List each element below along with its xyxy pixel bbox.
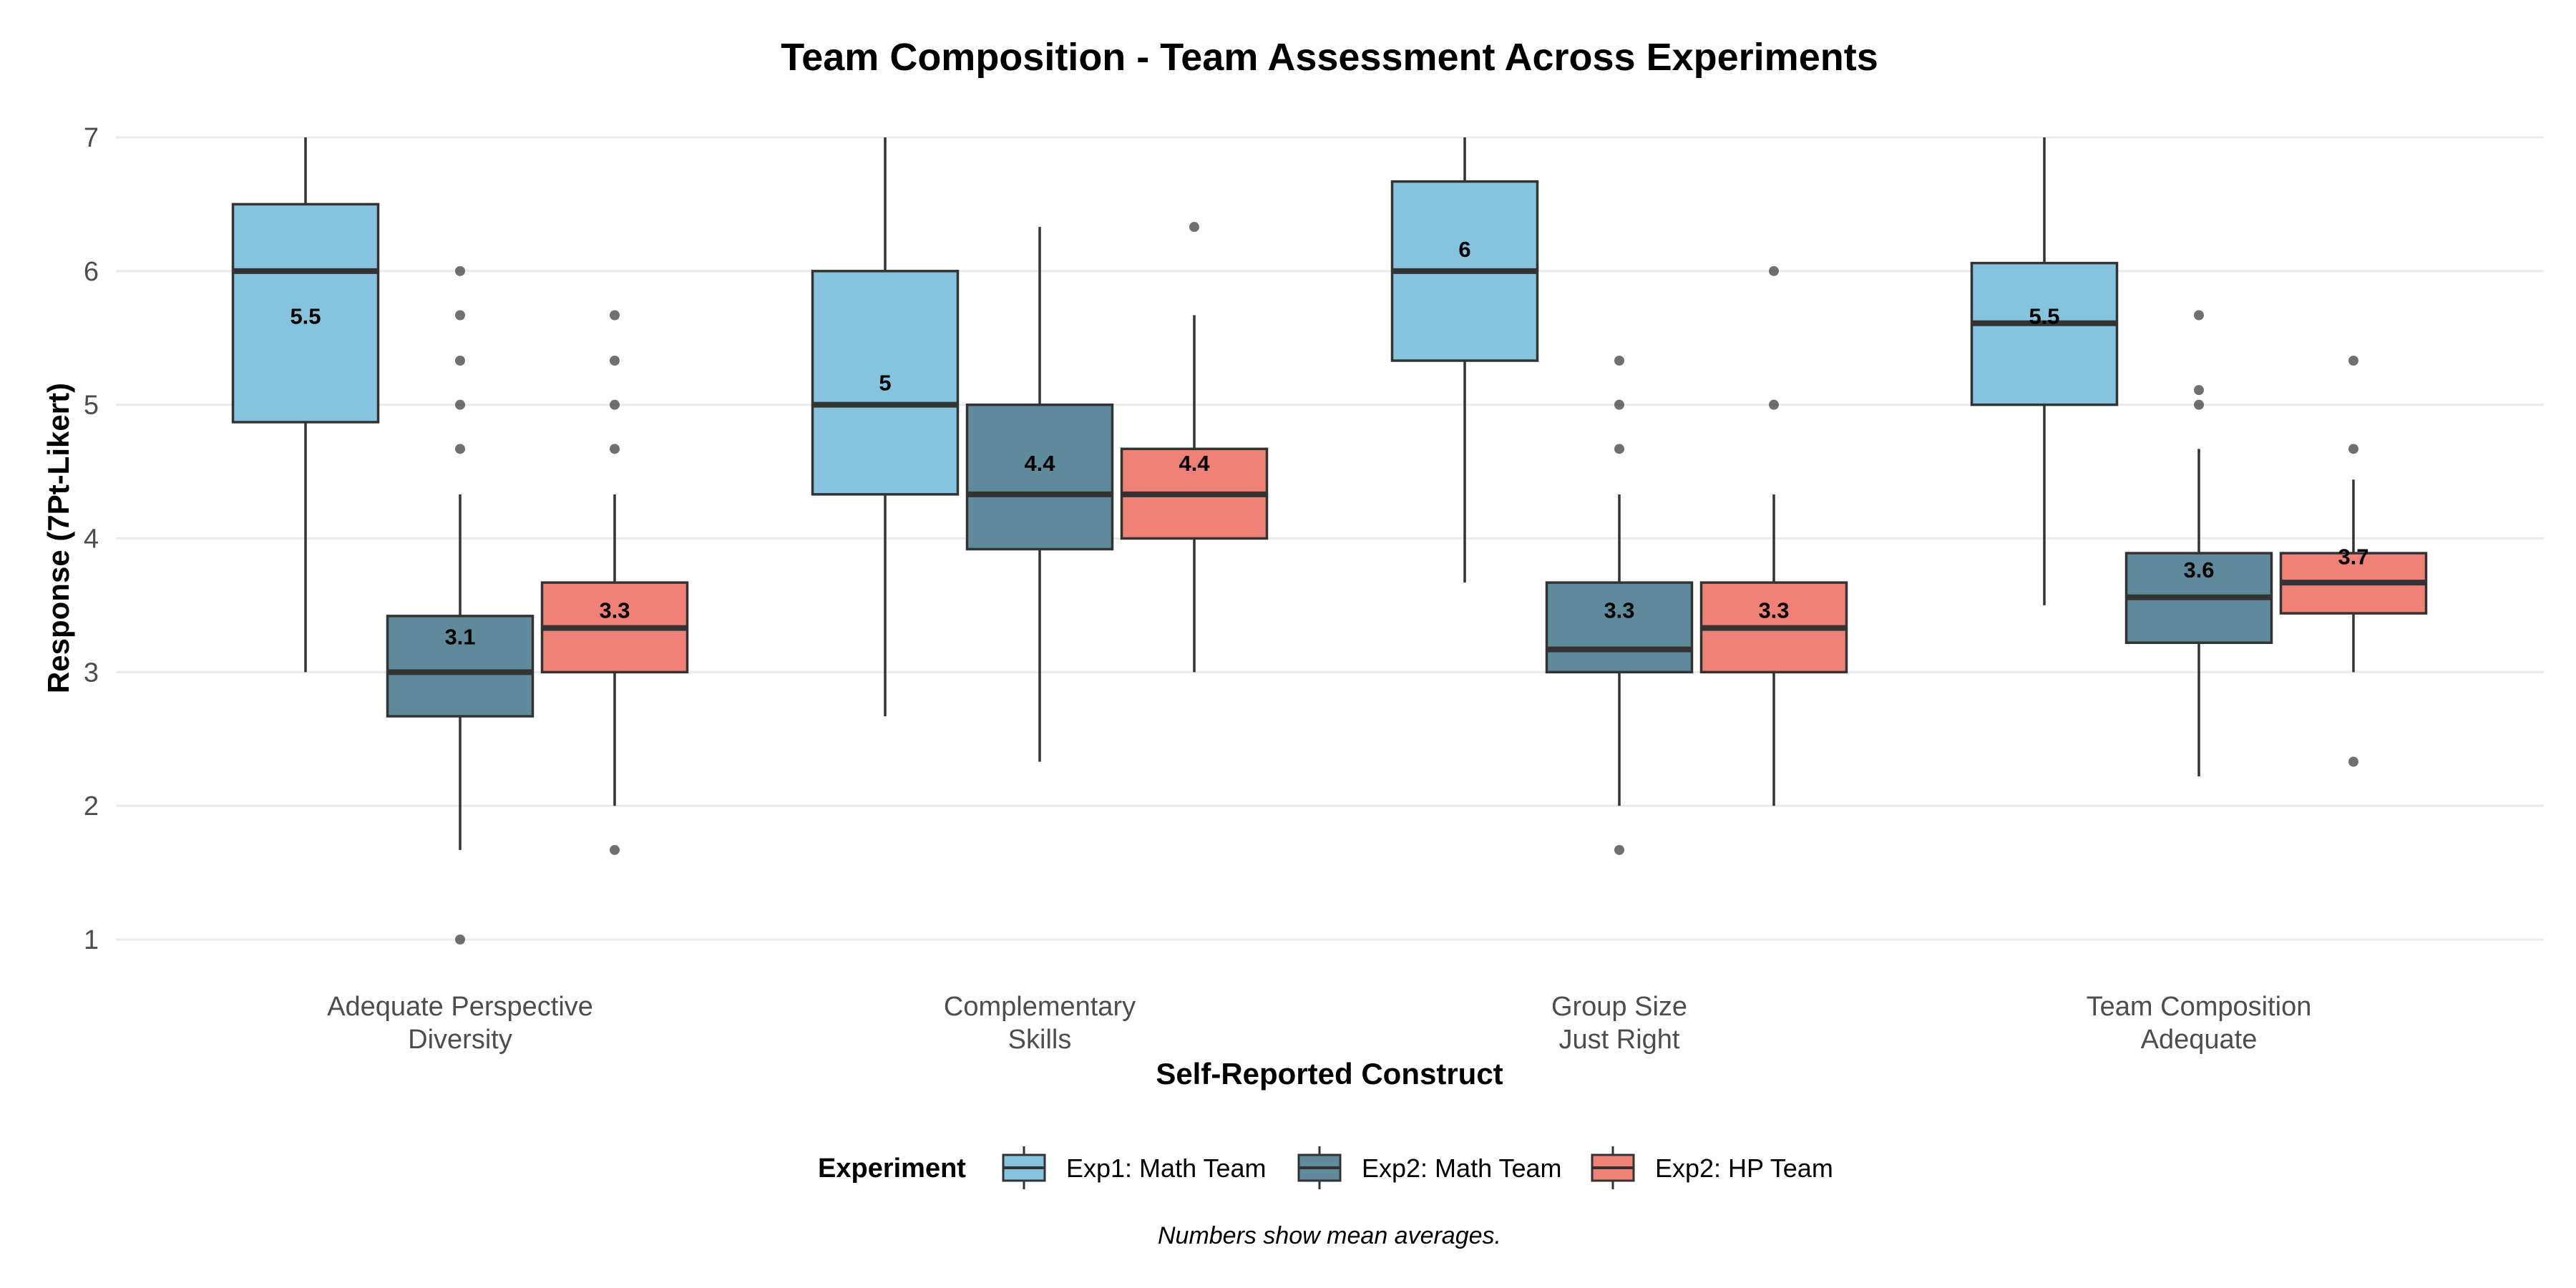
- x-tick-label: Skills: [1008, 1025, 1072, 1055]
- box-group: 5: [811, 137, 960, 716]
- box-group: 4.4: [1120, 222, 1269, 673]
- box-plot-series: 5.5 5 6 5.5 3.1 4.4 3.3 3.6 3.3 4.4 3.3 3.7: [231, 137, 2428, 945]
- y-tick-label: 5: [84, 391, 99, 421]
- mean-label: 3.3: [599, 597, 630, 623]
- box: [965, 403, 1114, 551]
- legend-key: [1297, 1146, 1342, 1189]
- x-axis-label: Self-Reported Construct: [1156, 1057, 1503, 1091]
- outlier-point: [2194, 310, 2204, 321]
- legend-item: Exp1: Math Team: [1002, 1146, 1266, 1189]
- outlier-point: [1614, 444, 1624, 454]
- mean-label: 5.5: [2029, 303, 2059, 328]
- outlier-point: [1614, 399, 1624, 410]
- outlier-point: [455, 399, 465, 410]
- box-group: 3.3: [1545, 356, 1694, 855]
- legend-label: Exp2: Math Team: [1362, 1153, 1561, 1183]
- y-tick-label: 3: [84, 658, 99, 688]
- box: [386, 615, 535, 718]
- outlier-point: [2348, 756, 2358, 767]
- box-group: 3.3: [1699, 265, 1848, 806]
- y-tick-label: 1: [84, 925, 99, 955]
- outlier-point: [1769, 265, 1779, 276]
- mean-label: 3.1: [444, 625, 475, 650]
- legend-item: Exp2: Math Team: [1297, 1146, 1561, 1189]
- outlier-point: [455, 265, 465, 276]
- mean-label: 3.3: [1604, 597, 1634, 623]
- mean-label: 4.4: [1024, 451, 1055, 476]
- legend: Experiment Exp1: Math Team Exp2: Math Tea…: [818, 1146, 1833, 1189]
- mean-label: 6: [1458, 237, 1470, 262]
- legend-label: Exp1: Math Team: [1066, 1153, 1266, 1183]
- box-group: 5.5: [1970, 137, 2119, 605]
- outlier-point: [610, 356, 620, 366]
- mean-label: 5: [879, 371, 891, 396]
- mean-label: 3.6: [2183, 557, 2214, 582]
- x-tick-label: Complementary: [944, 992, 1136, 1022]
- y-tick-label: 7: [84, 123, 99, 153]
- x-tick-label: Team Composition: [2087, 992, 2312, 1022]
- outlier-point: [1614, 844, 1624, 855]
- box-group: 6: [1390, 137, 1539, 583]
- legend-title: Experiment: [818, 1153, 966, 1184]
- mean-label: 3.3: [1758, 597, 1789, 623]
- outlier-point: [610, 444, 620, 454]
- x-tick-label: Adequate Perspective: [327, 992, 593, 1022]
- outlier-point: [610, 844, 620, 855]
- outlier-point: [1769, 399, 1779, 410]
- x-tick-label: Diversity: [408, 1025, 512, 1055]
- box-group: 4.4: [965, 227, 1114, 762]
- box-group: 3.6: [2124, 310, 2273, 777]
- y-axis-label: Response (7Pt-Likert): [42, 383, 75, 693]
- box-group: 3.3: [540, 310, 689, 855]
- outlier-point: [2194, 385, 2204, 396]
- outlier-point: [455, 356, 465, 366]
- outlier-point: [1614, 356, 1624, 366]
- gridlines: [116, 136, 2544, 941]
- box-group: 5.5: [231, 137, 380, 673]
- x-tick-label: Adequate: [2141, 1025, 2258, 1055]
- outlier-point: [2194, 399, 2204, 410]
- mean-label: 5.5: [290, 303, 321, 328]
- box-group: 3.7: [2279, 356, 2428, 767]
- mean-label: 3.7: [2338, 545, 2368, 570]
- x-tick-label: Just Right: [1559, 1025, 1680, 1055]
- chart-title: Team Composition - Team Assessment Acros…: [781, 36, 1878, 79]
- box: [1545, 581, 1694, 674]
- legend-label: Exp2: HP Team: [1655, 1153, 1833, 1183]
- legend-item: Exp2: HP Team: [1591, 1146, 1833, 1189]
- legend-key: [1591, 1146, 1635, 1189]
- outlier-point: [455, 935, 465, 945]
- outlier-point: [455, 444, 465, 454]
- box: [1970, 261, 2119, 406]
- y-tick-label: 6: [84, 257, 99, 287]
- y-tick-label: 2: [84, 791, 99, 821]
- outlier-point: [610, 310, 620, 321]
- mean-label: 4.4: [1179, 451, 1210, 476]
- caption: Numbers show mean averages.: [1158, 1222, 1501, 1249]
- outlier-point: [1189, 222, 1199, 233]
- box: [231, 203, 380, 424]
- y-tick-label: 4: [84, 525, 99, 555]
- outlier-point: [610, 399, 620, 410]
- x-tick-label: Group Size: [1551, 992, 1687, 1022]
- outlier-point: [2348, 444, 2358, 454]
- outlier-point: [455, 310, 465, 321]
- box-group: 3.1: [386, 265, 535, 945]
- outlier-point: [2348, 356, 2358, 366]
- y-axis-ticks: 1 2 3 4 5 6 7: [84, 123, 99, 955]
- legend-key: [1002, 1146, 1046, 1189]
- box: [811, 270, 960, 496]
